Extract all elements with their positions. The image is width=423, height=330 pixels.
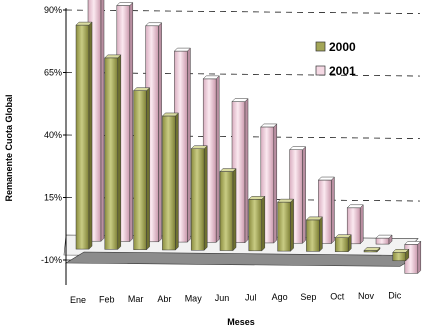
bar-2000 bbox=[219, 167, 237, 252]
y-tick-label: 65% bbox=[44, 68, 62, 78]
x-tick-label: Oct bbox=[330, 291, 345, 301]
bar-2000 bbox=[75, 21, 93, 250]
x-tick-label: Jul bbox=[245, 293, 257, 303]
bar-2000 bbox=[363, 246, 381, 253]
legend-swatch bbox=[315, 41, 326, 52]
bar-2001 bbox=[375, 234, 393, 245]
y-tick-label: -10% bbox=[41, 255, 62, 265]
bar-2000 bbox=[248, 195, 266, 252]
x-tick-label: Nov bbox=[358, 291, 375, 301]
legend-label: 2000 bbox=[329, 40, 356, 54]
x-tick-label: Jun bbox=[215, 293, 230, 303]
bar-2000 bbox=[132, 87, 151, 251]
bar-2000 bbox=[305, 216, 324, 253]
x-tick-label: Ago bbox=[272, 292, 288, 302]
x-tick-label: Feb bbox=[99, 295, 115, 305]
x-tick-label: Dic bbox=[388, 291, 401, 301]
legend-item: 2001 bbox=[315, 64, 356, 78]
legend-label: 2001 bbox=[329, 64, 356, 78]
y-tick-label: 40% bbox=[44, 130, 62, 140]
legend-swatch bbox=[315, 65, 326, 76]
x-tick-label: May bbox=[185, 293, 203, 303]
bar-2000 bbox=[276, 198, 295, 252]
y-axis-title: Remanente Cuota Global bbox=[4, 94, 14, 201]
floor-plane bbox=[64, 251, 420, 267]
y-tick-label: 15% bbox=[44, 193, 62, 203]
bar-2000 bbox=[392, 248, 410, 262]
y-tick-label: 90% bbox=[44, 5, 62, 15]
bar-2000 bbox=[161, 112, 180, 251]
x-tick-label: Ene bbox=[70, 295, 86, 305]
legend-item: 2000 bbox=[315, 40, 356, 54]
x-tick-label: Mar bbox=[128, 294, 144, 304]
x-tick-label: Abr bbox=[157, 294, 171, 304]
bar-2000 bbox=[334, 234, 352, 253]
x-tick-label: Sep bbox=[300, 292, 316, 302]
x-axis-title: Meses bbox=[227, 317, 255, 327]
bar-2000 bbox=[104, 54, 122, 250]
bar-2000 bbox=[190, 145, 208, 251]
